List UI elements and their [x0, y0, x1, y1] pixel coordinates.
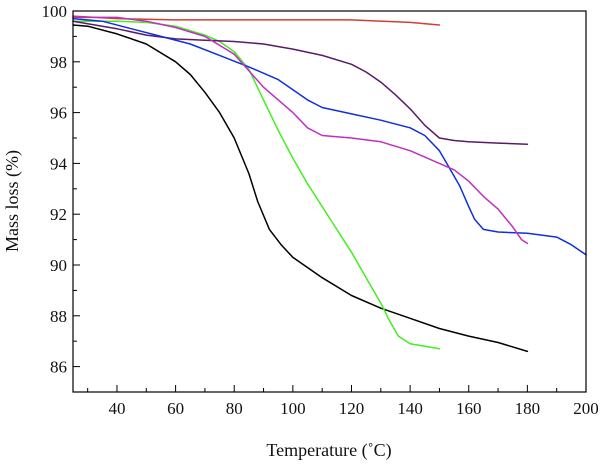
ticks-layer: 40 60 80 100 120 140 160 180 200 86 88 90 92 94 96 98 10…: [42, 2, 599, 418]
series-line-1: [72, 15, 441, 26]
x-tick-label: 60: [167, 399, 184, 418]
y-tick-label: 100: [42, 2, 68, 21]
x-tick-label: 200: [573, 399, 599, 418]
y-tick-label: 88: [50, 307, 67, 326]
x-tick-label: 120: [339, 399, 365, 418]
y-tick-label: 90: [50, 256, 67, 275]
y-tick-label: 86: [50, 358, 67, 377]
y-tick-label: 94: [50, 154, 68, 173]
x-tick-label: 40: [108, 399, 125, 418]
y-tick-label: 96: [50, 104, 67, 123]
series-line-6: [72, 16, 529, 245]
x-tick-label: 100: [280, 399, 306, 418]
series-layer: [72, 15, 587, 353]
y-tick-label: 98: [50, 53, 67, 72]
x-tick-label: 160: [456, 399, 482, 418]
series-line-5: [72, 17, 587, 256]
y-tick-label: 92: [50, 205, 67, 224]
plot-frame: [72, 10, 587, 393]
x-tick-label: 140: [397, 399, 423, 418]
series-line-2: [72, 24, 529, 353]
x-axis-title: Temperature (˚C): [266, 440, 391, 461]
y-axis-title: Mass loss (%): [2, 150, 23, 252]
x-tick-label: 80: [226, 399, 243, 418]
series-line-3: [72, 20, 441, 350]
series-line-4: [72, 20, 529, 146]
x-tick-label: 180: [515, 399, 541, 418]
